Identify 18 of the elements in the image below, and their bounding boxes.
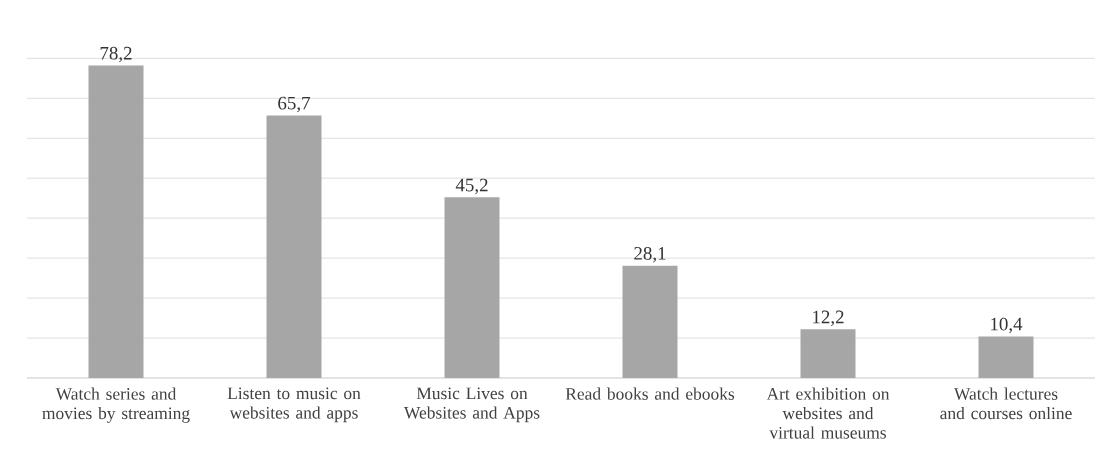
bar bbox=[978, 336, 1034, 378]
bar bbox=[266, 115, 322, 378]
data-label: 45,2 bbox=[455, 178, 488, 195]
bar bbox=[88, 65, 144, 378]
x-tick-label: Watch series and movies by streaming bbox=[42, 387, 190, 423]
data-label: 10,4 bbox=[991, 317, 1023, 334]
x-tick-label: Read books and ebooks bbox=[565, 387, 735, 400]
x-tick-label: Music Lives on Websites and Apps bbox=[403, 387, 540, 423]
data-label: 12,2 bbox=[813, 310, 844, 327]
x-tick-label: Art exhibition on websites and virtual museums bbox=[766, 387, 890, 439]
bar bbox=[444, 197, 500, 378]
data-label: 78,2 bbox=[100, 46, 132, 63]
data-label: 28,1 bbox=[634, 247, 666, 263]
bar bbox=[800, 329, 856, 378]
bar bbox=[622, 265, 678, 378]
x-tick-label: Listen to music on websites and apps bbox=[227, 387, 361, 423]
x-tick-label: Watch lectures and courses online bbox=[940, 387, 1072, 420]
data-label: 65,7 bbox=[278, 96, 311, 113]
